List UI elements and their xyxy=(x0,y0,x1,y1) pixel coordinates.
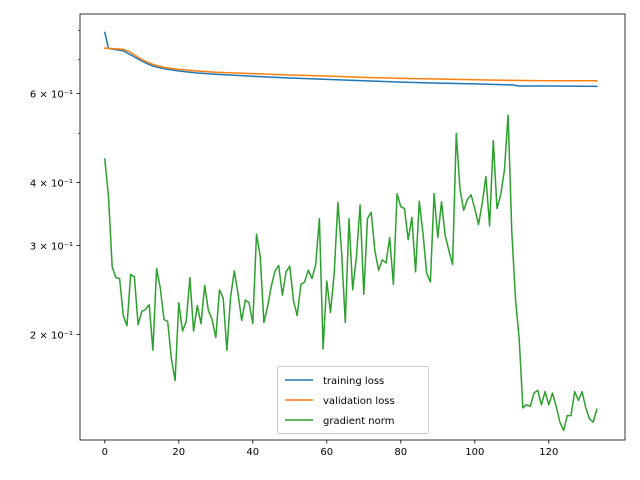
legend-label-validation-loss: validation loss xyxy=(323,396,395,407)
plot-frame xyxy=(79,13,626,441)
x-tick-label: 120 xyxy=(539,447,558,458)
legend: training loss validation loss gradient nor… xyxy=(277,366,429,434)
x-tick-label: 100 xyxy=(465,447,484,458)
x-tick-label: 60 xyxy=(320,447,333,458)
x-tick-label: 80 xyxy=(394,447,407,458)
series-layer xyxy=(103,31,598,432)
y-tick-label: 3 × 10⁻¹ xyxy=(30,241,73,252)
legend-label-gradient-norm: gradient norm xyxy=(323,416,394,427)
legend-box xyxy=(277,366,429,434)
series-line-validation-loss xyxy=(104,47,598,82)
y-tick-label: 6 × 10⁻¹ xyxy=(30,90,73,101)
series-line-gradient-norm xyxy=(103,114,598,432)
x-tick-label: 20 xyxy=(172,447,185,458)
y-tick-label: 2 × 10⁻¹ xyxy=(30,330,73,341)
x-tick-label: 40 xyxy=(246,447,259,458)
legend-label-training-loss: training loss xyxy=(323,376,384,387)
axes-layer: 0 20 40 60 80 100 120 2 × 10⁻¹ 3 × 10⁻¹ 4 × 10⁻¹ 6… xyxy=(30,13,626,458)
x-tick-label: 0 xyxy=(102,447,108,458)
series-line-training-loss xyxy=(103,31,598,88)
y-tick-label: 4 × 10⁻¹ xyxy=(30,178,73,189)
